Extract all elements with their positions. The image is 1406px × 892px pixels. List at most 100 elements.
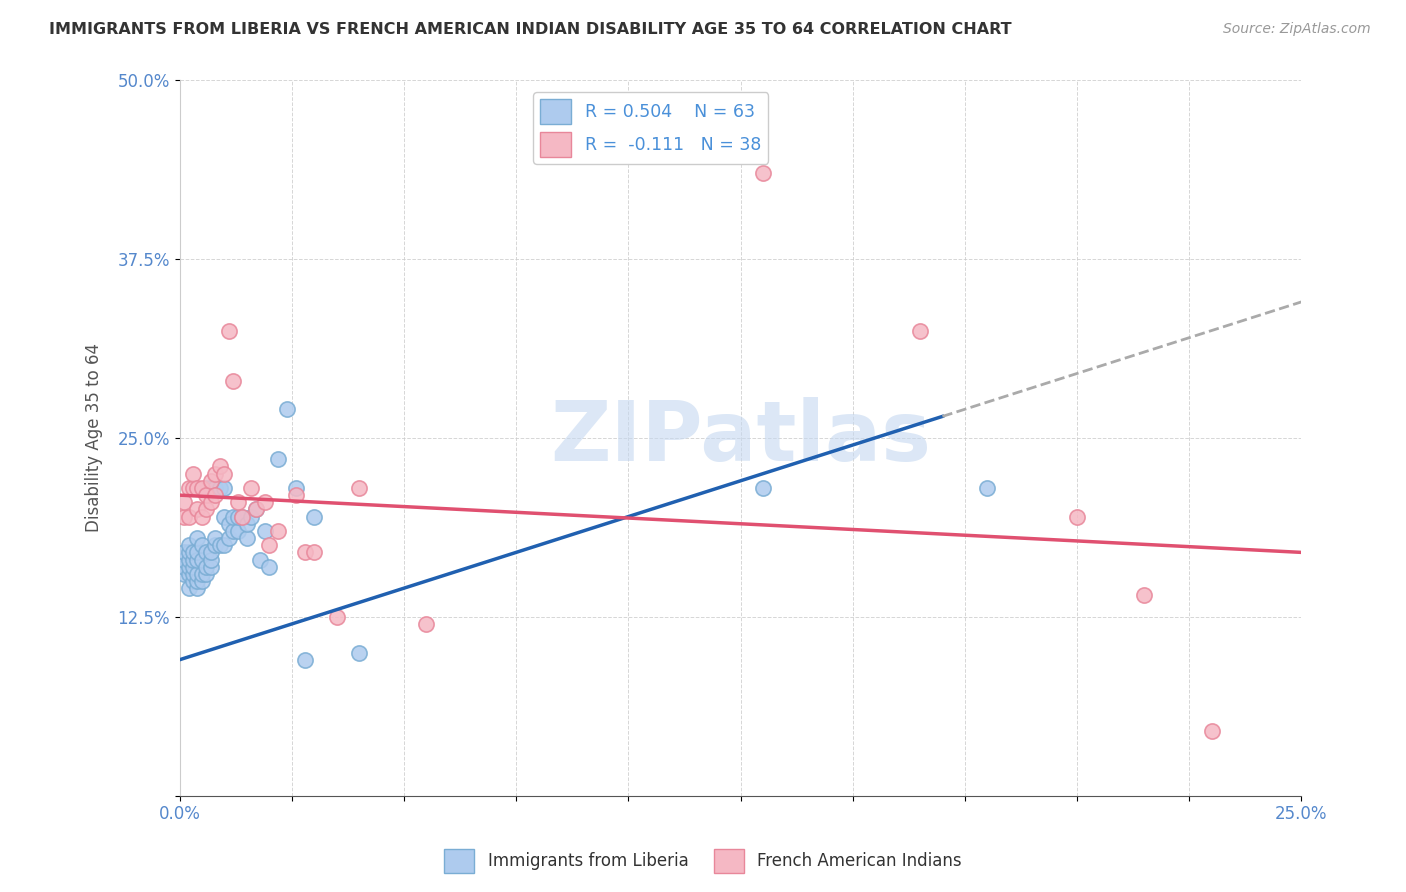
Point [204,488,226,502]
Point [186,552,208,566]
Point [249,552,271,566]
Point [267,452,290,467]
Point [195,502,218,516]
Point [204,481,226,495]
Point [908,324,931,338]
Point [259,538,281,552]
Legend: Immigrants from Liberia, French American Indians: Immigrants from Liberia, French American… [437,842,969,880]
Point [1133,588,1156,602]
Point [218,531,240,545]
Point [208,459,231,474]
Point [226,509,249,524]
Point [186,531,208,545]
Point [177,538,200,552]
Point [976,481,998,495]
Point [294,653,316,667]
Point [195,566,218,581]
Point [302,545,325,559]
Point [186,481,208,495]
Point [222,524,245,538]
Point [186,566,208,581]
Point [226,495,249,509]
Point [222,509,245,524]
Point [200,552,222,566]
Point [181,574,204,588]
Point [325,609,347,624]
Point [191,538,214,552]
Point [200,559,222,574]
Point [191,566,214,581]
Point [231,509,253,524]
Point [186,545,208,559]
Point [214,467,236,481]
Point [181,481,204,495]
Point [347,481,370,495]
Point [181,566,204,581]
Point [191,574,214,588]
Point [191,481,214,495]
Point [177,559,200,574]
Point [173,559,195,574]
Point [195,488,218,502]
Point [236,516,259,531]
Point [173,509,195,524]
Point [752,481,775,495]
Point [173,495,195,509]
Point [173,545,195,559]
Legend: R = 0.504    N = 63, R =  -0.111   N = 38: R = 0.504 N = 63, R = -0.111 N = 38 [533,92,769,164]
Point [191,509,214,524]
Point [245,502,267,516]
Point [236,531,259,545]
Point [253,524,276,538]
Point [204,538,226,552]
Point [347,646,370,660]
Point [240,509,263,524]
Point [415,617,437,632]
Point [214,538,236,552]
Point [181,467,204,481]
Point [218,324,240,338]
Point [181,545,204,559]
Point [267,524,290,538]
Point [186,502,208,516]
Point [245,502,267,516]
Point [226,524,249,538]
Point [195,481,218,495]
Point [204,531,226,545]
Point [231,509,253,524]
Point [208,481,231,495]
Point [240,481,263,495]
Point [253,495,276,509]
Point [177,581,200,595]
Point [177,509,200,524]
Point [200,481,222,495]
Point [177,566,200,581]
Point [259,559,281,574]
Point [285,488,308,502]
Point [302,509,325,524]
Point [181,552,204,566]
Point [214,481,236,495]
Point [208,538,231,552]
Point [1201,724,1223,739]
Point [173,566,195,581]
Point [186,574,208,588]
Point [177,552,200,566]
Point [285,481,308,495]
Point [191,552,214,566]
Point [218,516,240,531]
Point [204,467,226,481]
Point [200,495,222,509]
Point [200,545,222,559]
Point [1066,509,1088,524]
Text: Source: ZipAtlas.com: Source: ZipAtlas.com [1223,22,1371,37]
Point [200,474,222,488]
Point [294,545,316,559]
Point [195,545,218,559]
Point [177,481,200,495]
Point [195,559,218,574]
Point [214,509,236,524]
Text: IMMIGRANTS FROM LIBERIA VS FRENCH AMERICAN INDIAN DISABILITY AGE 35 TO 64 CORREL: IMMIGRANTS FROM LIBERIA VS FRENCH AMERIC… [49,22,1012,37]
Point [181,559,204,574]
Y-axis label: Disability Age 35 to 64: Disability Age 35 to 64 [86,343,103,533]
